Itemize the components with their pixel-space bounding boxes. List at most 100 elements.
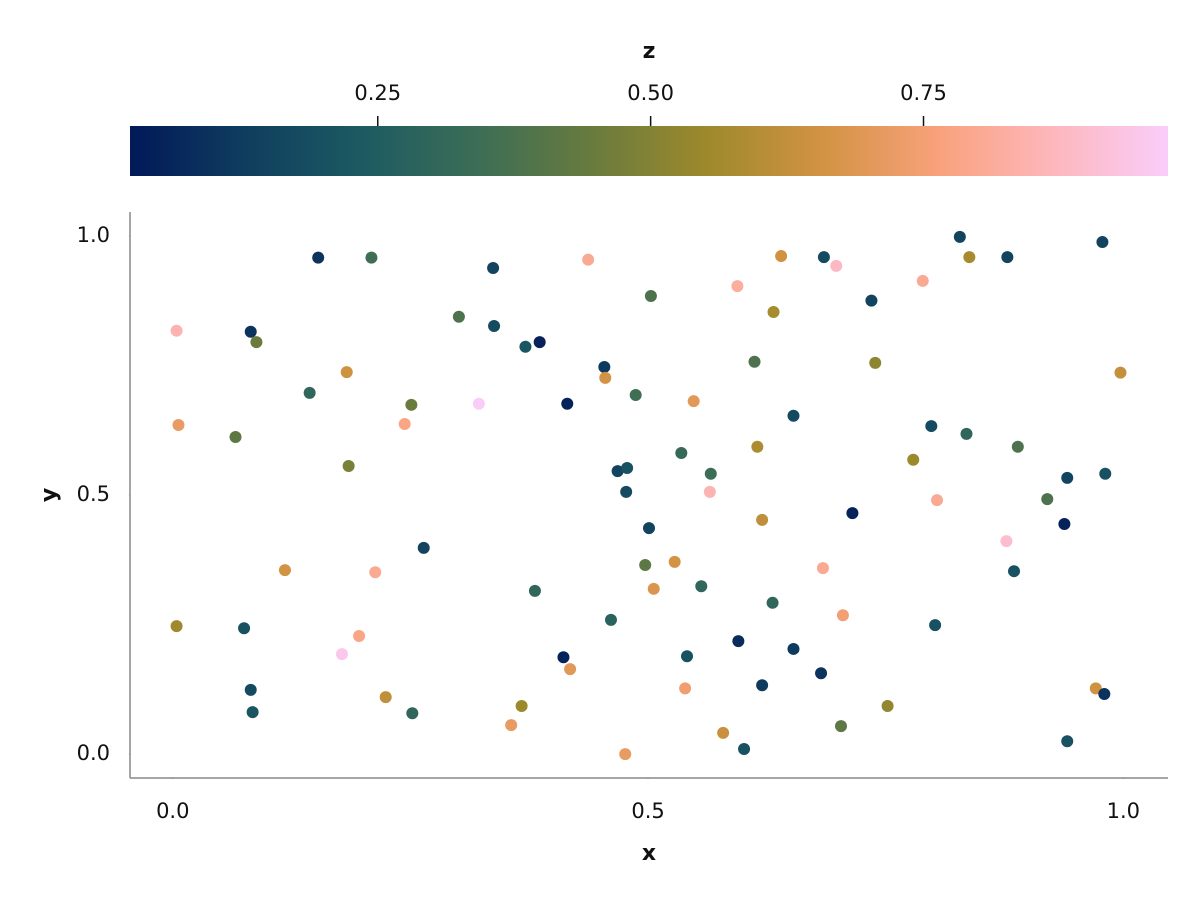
colorbar-label: z — [643, 39, 656, 64]
point — [561, 397, 574, 410]
colorbar-tick-label: 0.25 — [354, 81, 401, 105]
point — [172, 419, 185, 432]
point — [1099, 467, 1112, 480]
point — [751, 440, 764, 453]
point — [170, 324, 183, 337]
point — [1001, 251, 1014, 264]
point — [505, 719, 518, 732]
point — [1061, 735, 1074, 748]
point — [766, 596, 779, 609]
point — [836, 609, 849, 622]
point — [528, 584, 541, 597]
point — [406, 707, 419, 720]
point — [452, 310, 465, 323]
point — [278, 564, 291, 577]
point — [312, 251, 325, 264]
point — [931, 494, 944, 507]
point — [621, 462, 634, 475]
point — [643, 522, 655, 535]
point — [488, 320, 501, 333]
point — [679, 682, 692, 695]
point — [675, 447, 688, 460]
point — [244, 325, 257, 338]
point — [963, 251, 976, 264]
point — [695, 580, 708, 593]
point — [738, 742, 751, 755]
point — [1061, 471, 1074, 484]
point — [929, 619, 942, 632]
point — [644, 289, 657, 302]
point — [379, 691, 392, 704]
point — [925, 420, 938, 433]
point — [869, 356, 882, 369]
point — [619, 748, 632, 761]
point — [557, 651, 570, 664]
point — [564, 663, 577, 676]
point — [629, 388, 642, 401]
point — [369, 566, 382, 579]
point — [881, 699, 894, 712]
point — [417, 541, 430, 554]
point — [250, 336, 263, 349]
x-tick-label: 0.5 — [631, 799, 664, 823]
point — [865, 294, 878, 307]
point — [767, 306, 780, 319]
point — [533, 336, 546, 349]
point — [647, 582, 660, 595]
point — [732, 635, 745, 648]
y-tick-label: 0.5 — [77, 482, 110, 506]
point — [815, 667, 828, 680]
point — [775, 250, 788, 263]
point — [598, 360, 611, 373]
point — [731, 280, 744, 293]
point — [835, 720, 848, 733]
point — [515, 699, 528, 712]
point — [599, 371, 612, 384]
point — [398, 417, 411, 430]
point — [704, 467, 717, 480]
point — [639, 558, 652, 571]
point — [953, 230, 966, 243]
point — [342, 459, 355, 472]
point — [246, 706, 259, 719]
point — [1000, 535, 1013, 548]
x-tick-label: 0.0 — [156, 799, 189, 823]
point — [817, 251, 830, 264]
point — [611, 465, 624, 478]
point — [703, 485, 716, 498]
point — [519, 340, 532, 353]
point — [756, 513, 769, 526]
point — [1098, 688, 1111, 701]
y-tick-label: 0.0 — [77, 741, 110, 765]
point — [620, 485, 633, 498]
point — [1008, 565, 1021, 578]
point — [1011, 440, 1024, 453]
point — [717, 726, 730, 739]
y-axis-label: y — [37, 488, 62, 502]
point — [787, 642, 800, 655]
point — [916, 274, 929, 287]
point — [830, 259, 843, 272]
point — [472, 397, 485, 410]
colorbar-tick-label: 0.75 — [900, 81, 947, 105]
y-tick-label: 1.0 — [77, 223, 110, 247]
colorbar — [130, 126, 1168, 176]
point — [244, 683, 257, 696]
point — [960, 427, 973, 440]
x-tick-label: 1.0 — [1107, 799, 1140, 823]
point — [303, 386, 316, 399]
point — [907, 453, 920, 466]
point — [681, 650, 694, 663]
point — [487, 261, 500, 274]
point — [582, 253, 595, 266]
point — [1089, 682, 1102, 695]
point — [816, 562, 829, 575]
point — [1041, 493, 1054, 506]
point — [365, 251, 378, 264]
point — [335, 648, 348, 661]
point — [353, 629, 366, 642]
point — [1096, 236, 1109, 249]
point — [668, 555, 681, 568]
point — [787, 409, 800, 422]
